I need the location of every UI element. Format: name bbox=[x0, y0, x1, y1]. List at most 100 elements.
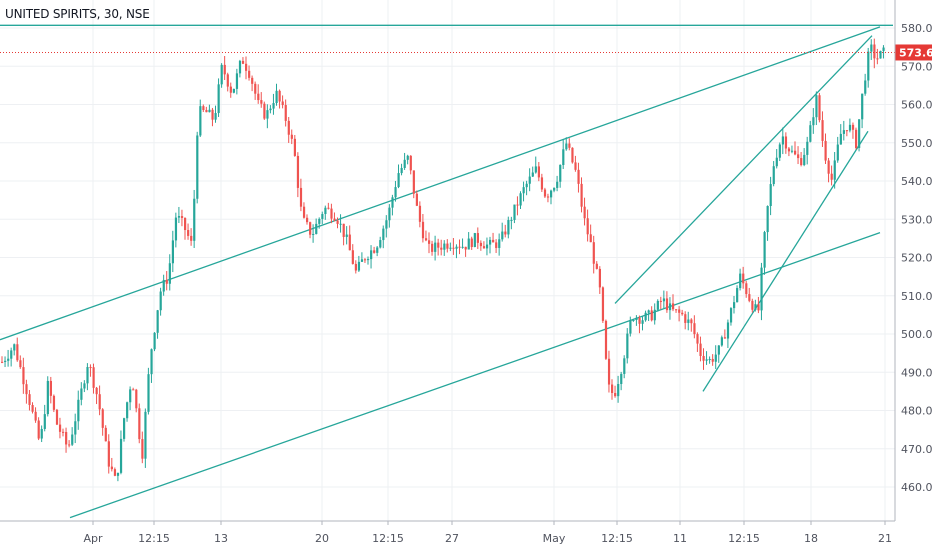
candle-body bbox=[604, 320, 608, 359]
candle-body bbox=[373, 250, 376, 253]
candle-body bbox=[379, 240, 382, 248]
candle-body bbox=[559, 164, 562, 182]
candle-body bbox=[723, 337, 727, 339]
candle-body bbox=[568, 143, 571, 148]
candle-body bbox=[550, 190, 553, 198]
candle-body bbox=[184, 217, 187, 231]
candle-body bbox=[119, 438, 123, 473]
candle-body bbox=[92, 367, 95, 388]
candle-body bbox=[733, 302, 736, 309]
candle-body bbox=[851, 124, 855, 130]
candle-body bbox=[302, 206, 306, 218]
candle-body bbox=[592, 242, 595, 264]
candle-body bbox=[714, 354, 717, 362]
candle-body bbox=[217, 84, 220, 114]
candle-body bbox=[89, 367, 92, 369]
candle-body bbox=[37, 420, 40, 439]
candle-body bbox=[726, 322, 730, 339]
candle-body bbox=[421, 221, 425, 239]
candle-body bbox=[513, 204, 516, 220]
candle-body bbox=[138, 408, 141, 440]
candle-body bbox=[711, 358, 714, 362]
candle-body bbox=[867, 51, 870, 81]
candle-body bbox=[196, 135, 199, 199]
candle-body bbox=[55, 409, 59, 425]
candle-body bbox=[299, 187, 303, 207]
candle-body bbox=[583, 206, 586, 219]
candle-body bbox=[452, 247, 455, 249]
candle-body bbox=[748, 294, 751, 301]
candle-body bbox=[861, 93, 864, 120]
candle-body bbox=[656, 300, 659, 310]
trendline-wedge-lower bbox=[702, 130, 869, 392]
y-tick-label: 540.00 bbox=[901, 175, 932, 188]
candle-body bbox=[440, 247, 443, 250]
x-tick-label: 12:15 bbox=[138, 532, 170, 545]
candle-body bbox=[434, 242, 437, 252]
candle-body bbox=[537, 166, 540, 178]
last-price-line-layer: 573.60 bbox=[0, 44, 932, 61]
candle-body bbox=[534, 166, 537, 173]
candle-body bbox=[31, 405, 34, 412]
candle-body bbox=[702, 356, 705, 361]
candle-body bbox=[74, 421, 77, 435]
candle-body bbox=[470, 238, 473, 248]
candle-body bbox=[62, 431, 65, 433]
candle-body bbox=[772, 166, 775, 185]
candle-body bbox=[336, 220, 339, 224]
x-tick-label: 12:15 bbox=[601, 532, 633, 545]
candle-body bbox=[528, 176, 531, 184]
y-tick-label: 470.00 bbox=[901, 443, 932, 456]
candle-body bbox=[58, 424, 62, 432]
candle-body bbox=[803, 154, 806, 166]
candle-body bbox=[220, 64, 223, 85]
candle-body bbox=[357, 261, 361, 271]
candle-body bbox=[180, 216, 184, 218]
candle-body bbox=[662, 298, 666, 302]
candle-body bbox=[638, 317, 641, 324]
candle-body bbox=[595, 263, 598, 269]
candlestick-layer bbox=[1, 38, 885, 482]
candle-body bbox=[235, 73, 239, 89]
candle-body bbox=[797, 154, 800, 159]
candle-body bbox=[360, 259, 364, 262]
candle-body bbox=[363, 259, 367, 261]
candle-body bbox=[98, 394, 101, 410]
x-tick-label: 12:15 bbox=[728, 532, 760, 545]
candle-body bbox=[882, 47, 885, 51]
candle-body bbox=[617, 384, 620, 397]
candle-body bbox=[40, 428, 43, 439]
candle-body bbox=[437, 242, 440, 248]
candle-body bbox=[736, 288, 739, 303]
candle-body bbox=[266, 110, 269, 119]
candle-body bbox=[769, 184, 772, 207]
candle-body bbox=[864, 80, 867, 94]
candle-body bbox=[556, 181, 559, 188]
candle-body bbox=[19, 360, 22, 368]
candle-body bbox=[13, 344, 16, 351]
candle-body bbox=[4, 360, 7, 362]
candle-body bbox=[781, 136, 784, 145]
candle-body bbox=[306, 217, 309, 223]
y-tick-label: 570.00 bbox=[901, 60, 932, 73]
candle-body bbox=[232, 88, 235, 93]
candle-body bbox=[745, 283, 748, 295]
candle-body bbox=[833, 160, 836, 180]
candle-body bbox=[174, 217, 178, 241]
candle-body bbox=[293, 138, 296, 156]
candle-body bbox=[248, 70, 251, 78]
candle-body bbox=[510, 219, 513, 221]
x-tick-label: Apr bbox=[83, 532, 103, 545]
candle-body bbox=[812, 117, 815, 126]
candle-body bbox=[708, 358, 711, 360]
candle-body bbox=[309, 222, 312, 235]
candle-body bbox=[681, 312, 684, 315]
candle-body bbox=[809, 125, 812, 142]
candle-body bbox=[818, 95, 821, 121]
trendline-lower-channel bbox=[69, 232, 881, 519]
candle-body bbox=[720, 337, 723, 346]
candle-body bbox=[321, 214, 324, 219]
candle-body bbox=[827, 160, 830, 174]
